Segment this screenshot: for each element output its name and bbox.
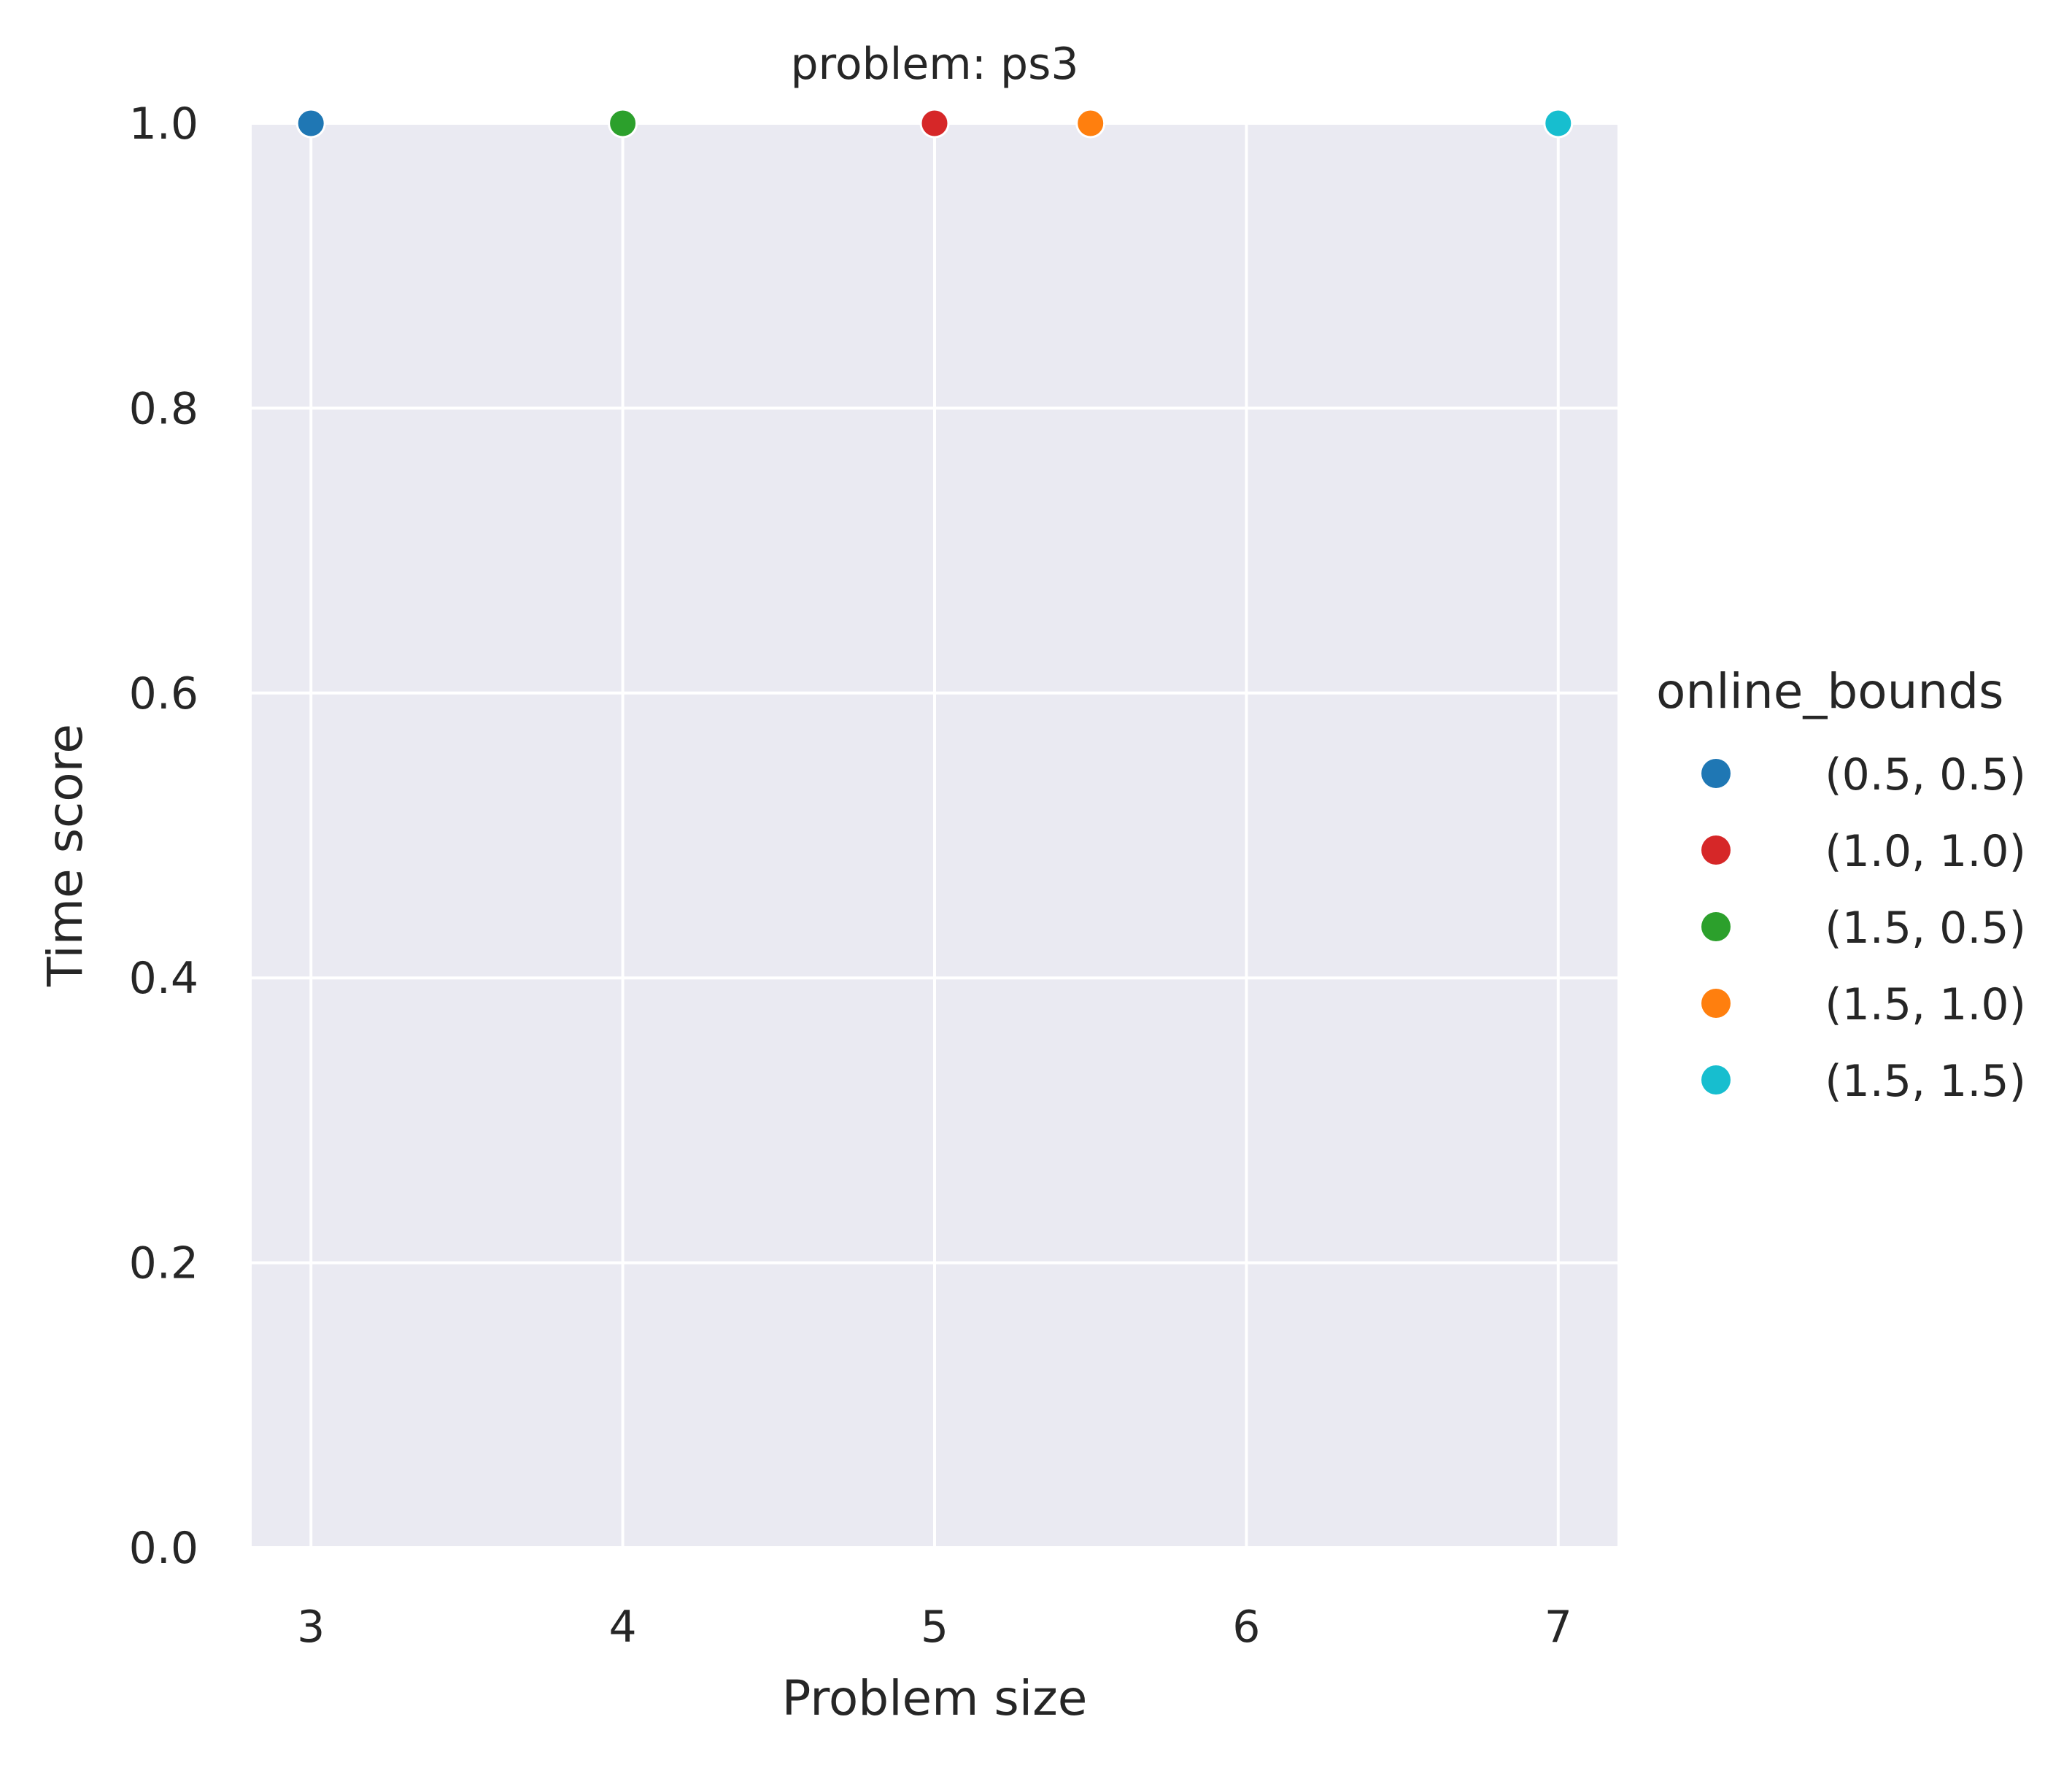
legend-marker — [1701, 835, 1731, 865]
data-point — [1075, 108, 1106, 139]
legend-marker — [1701, 759, 1731, 788]
legend-marker — [1701, 1065, 1731, 1095]
data-points — [295, 108, 1574, 139]
y-tick-label: 0.0 — [129, 1523, 198, 1574]
y-tick-label: 0.8 — [129, 383, 198, 434]
data-point — [295, 108, 326, 139]
legend-title: online_bounds — [1656, 663, 2004, 719]
x-tick-label: 5 — [921, 1602, 948, 1653]
legend-label: (1.5, 1.0) — [1825, 979, 2026, 1030]
y-tick-label: 0.6 — [129, 668, 198, 719]
chart-title: problem: ps3 — [790, 39, 1078, 90]
y-tick-label: 0.2 — [129, 1238, 198, 1289]
legend-items: (0.5, 0.5) (1.0, 1.0) (1.5, 0.5) (1.5, 1.0)… — [1701, 749, 2026, 1107]
x-tick-labels: 3 4 5 6 7 — [297, 1602, 1572, 1653]
data-point — [1543, 108, 1574, 139]
x-tick-label: 3 — [297, 1602, 325, 1653]
x-tick-label: 4 — [609, 1602, 637, 1653]
legend-marker — [1701, 912, 1731, 941]
y-tick-label: 1.0 — [129, 99, 198, 150]
legend-label: (1.5, 1.5) — [1825, 1056, 2026, 1107]
y-tick-labels: 0.0 0.2 0.4 0.6 0.8 1.0 — [129, 99, 198, 1574]
y-tick-label: 0.4 — [129, 953, 198, 1004]
legend-label: (0.5, 0.5) — [1825, 749, 2026, 800]
data-point — [608, 108, 638, 139]
x-tick-label: 7 — [1545, 1602, 1572, 1653]
legend-label: (1.5, 0.5) — [1825, 903, 2026, 954]
y-axis-label: Time score — [37, 724, 93, 987]
x-axis-label: Problem size — [782, 1670, 1088, 1726]
legend: online_bounds (0.5, 0.5) (1.0, 1.0) (1.5, … — [1656, 663, 2026, 1107]
legend-label: (1.0, 1.0) — [1825, 826, 2026, 877]
data-point — [919, 108, 950, 139]
legend-marker — [1701, 989, 1731, 1018]
x-tick-label: 6 — [1232, 1602, 1260, 1653]
